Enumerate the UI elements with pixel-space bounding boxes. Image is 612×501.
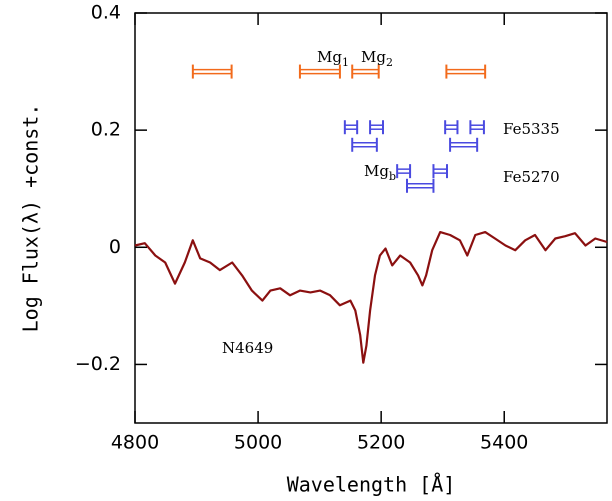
annotation-subscript: 2 <box>386 56 393 69</box>
annotation-text: Fe5335 <box>503 120 560 138</box>
x-tick-label: 4800 <box>111 432 159 454</box>
x-tick-label: 5000 <box>234 432 282 454</box>
bandpass <box>191 64 233 79</box>
annotation: Mgb <box>364 162 396 183</box>
y-tick-label: 0 <box>109 236 121 258</box>
annotation: Mg2 <box>361 48 393 69</box>
x-axis-label: Wavelength [Å] <box>287 473 456 497</box>
annotation: Mg1 <box>317 48 349 69</box>
bandpass <box>406 178 435 193</box>
annotation-subscript: 1 <box>342 56 349 69</box>
annotation: Fe5270 <box>503 168 560 186</box>
annotation-text: Fe5270 <box>503 168 560 186</box>
annotation-text: Mg <box>364 162 389 180</box>
bandpass <box>351 137 378 152</box>
bandpass <box>469 120 485 135</box>
bandpass <box>449 137 479 152</box>
y-tick-label: 0.2 <box>91 119 121 141</box>
annotation-text: Mg <box>361 48 386 66</box>
bandpass <box>369 120 384 135</box>
bandpass <box>343 120 359 135</box>
annotation: Fe5335 <box>503 120 560 138</box>
annotation-text: N4649 <box>222 339 273 357</box>
annotation: N4649 <box>222 339 273 357</box>
x-tick-label: 5400 <box>480 432 528 454</box>
y-tick-label: 0.4 <box>91 2 121 24</box>
bandpass <box>298 64 341 79</box>
annotation-text: Mg <box>317 48 342 66</box>
bandpass <box>432 164 448 179</box>
bandpass <box>396 164 412 179</box>
x-tick-label: 5200 <box>357 432 405 454</box>
annotation-subscript: b <box>389 170 396 183</box>
bandpass <box>444 120 459 135</box>
y-tick-label: −0.2 <box>75 353 121 375</box>
spectrum-line <box>134 231 608 364</box>
bandpass <box>445 64 487 79</box>
bandpass <box>351 64 380 79</box>
y-axis-label: Log Flux(λ) +const. <box>19 104 43 333</box>
plot-frame <box>134 12 608 424</box>
